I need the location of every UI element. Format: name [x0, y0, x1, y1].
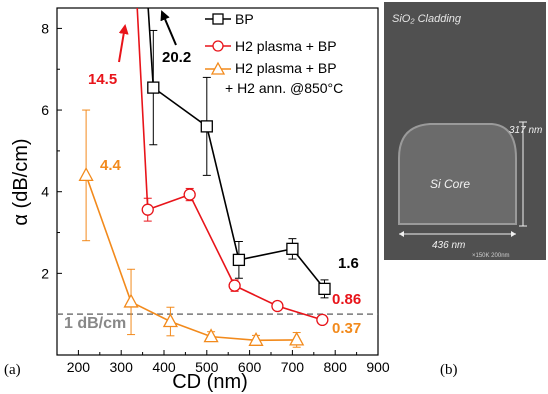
plot-frame [56, 7, 379, 356]
value-label-ann-last: 0.37 [332, 320, 361, 337]
x-tick-label: 700 [281, 359, 305, 375]
series-line [85, 175, 297, 342]
legend-label-ann-line2: + H2 ann. @850°C [225, 80, 343, 96]
data-point [78, 167, 94, 182]
data-point [141, 203, 154, 216]
x-axis-title: CD (nm) [172, 371, 248, 393]
series-0 [147, 8, 331, 299]
value-label-ann-first: 4.4 [100, 157, 122, 174]
sem-image: SiO₂ Cladding Si Core 317 nm 436 nm ×150… [384, 2, 546, 260]
value-label-h2-offscale: 14.5 [88, 71, 117, 88]
legend-marker-circle [212, 40, 224, 52]
legend-label-ann-line1: H2 plasma + BP [235, 60, 337, 76]
data-point [318, 282, 331, 296]
series-2 [78, 109, 305, 348]
legend-label-bp: BP [235, 11, 254, 27]
data-point [228, 279, 241, 292]
x-tick-label: 500 [195, 359, 219, 375]
y-tick-label: 6 [41, 102, 49, 118]
legend-label-h2: H2 plasma + BP [235, 38, 337, 54]
data-point [147, 81, 160, 94]
data-point [203, 328, 219, 343]
offscale-arrow-bp [160, 10, 177, 46]
x-tick-label: 600 [238, 359, 262, 375]
value-label-bp-last: 1.6 [338, 255, 359, 272]
data-point [286, 242, 299, 256]
sem-cladding-label: SiO₂ Cladding [392, 13, 462, 25]
panel-label-b: (b) [440, 362, 458, 378]
series-line [147, 8, 326, 290]
data-point [183, 188, 196, 201]
sem-core-label: Si Core [430, 177, 470, 191]
legend: BP H2 plasma + BP H2 plasma + BP + H2 an… [205, 11, 343, 96]
y-tick-label: 8 [41, 20, 49, 36]
tick-labels: 200 300 400 500 600 700 800 900 2 4 6 8 [41, 20, 390, 375]
series-1 [136, 8, 329, 327]
data-point [232, 253, 246, 267]
x-tick-label: 300 [110, 359, 134, 375]
data-point [162, 313, 179, 328]
axis-ticks [56, 27, 379, 355]
y-tick-label: 4 [41, 184, 49, 200]
series-line [136, 8, 323, 321]
series-layer [78, 8, 331, 348]
legend-marker-triangle [210, 61, 226, 75]
sem-width-label: 436 nm [432, 240, 465, 251]
data-point [271, 299, 284, 313]
offscale-arrow-h2 [118, 24, 129, 63]
legend-marker-square [212, 13, 224, 25]
data-point [200, 120, 213, 133]
data-point [289, 331, 305, 346]
value-label-h2-last: 0.86 [332, 291, 361, 308]
value-label-bp-offscale: 20.2 [162, 49, 191, 66]
reference-line-label: 1 dB/cm [64, 315, 126, 332]
panel-label-a: (a) [4, 362, 21, 378]
data-point [123, 293, 139, 308]
x-tick-label: 900 [366, 359, 390, 375]
y-tick-label: 2 [41, 265, 49, 281]
x-tick-label: 800 [324, 359, 348, 375]
sem-height-label: 317 nm [509, 125, 542, 136]
x-tick-label: 200 [67, 359, 91, 375]
y-axis-title: α (dB/cm) [10, 138, 32, 225]
sem-si-core-shape [398, 123, 517, 225]
sem-scale-text: ×150K 200nm [472, 253, 510, 259]
data-point [248, 331, 264, 346]
data-point [316, 313, 329, 327]
x-tick-label: 400 [152, 359, 176, 375]
